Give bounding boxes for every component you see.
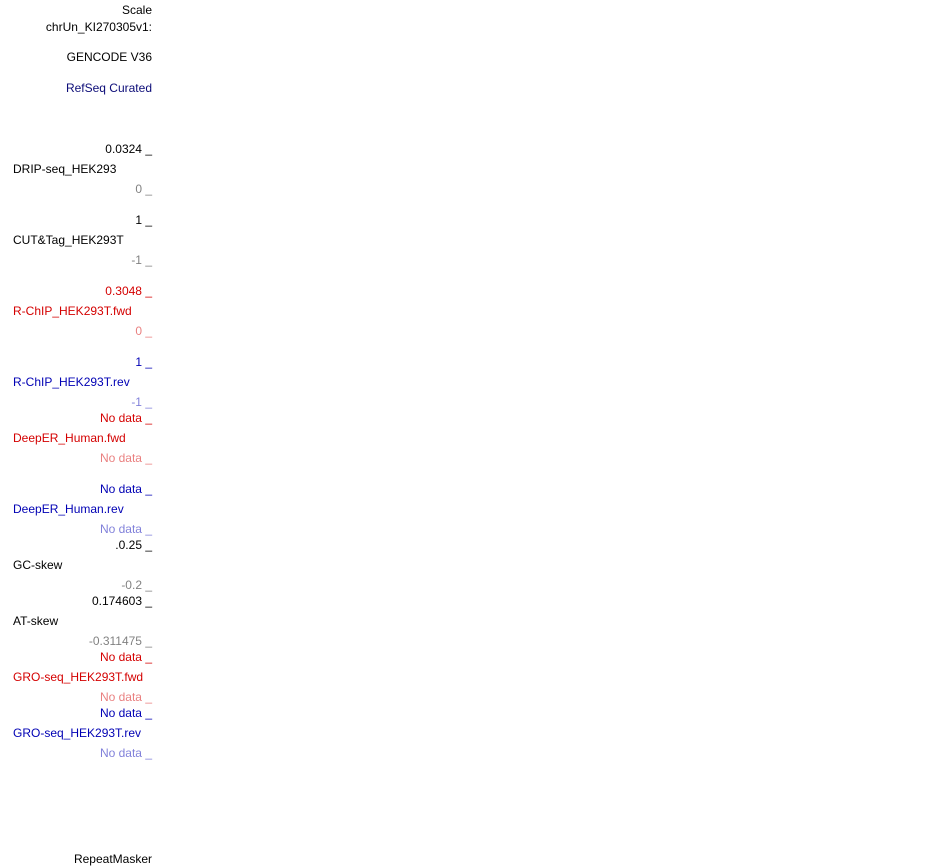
track-label[interactable]: GENCODE V36 <box>66 50 152 64</box>
track-name[interactable]: DRIP-seq_HEK293 <box>13 162 117 176</box>
axis-max-label: No data _ <box>99 411 152 425</box>
axis-min-label: No data _ <box>99 451 152 465</box>
axis-min-label: No data _ <box>99 746 152 760</box>
track-name[interactable]: R-ChIP_HEK293T.fwd <box>13 304 132 318</box>
chrom-label: chrUn_KI270305v1: <box>45 20 152 34</box>
axis-min-label: 0 _ <box>135 324 152 338</box>
track-name[interactable]: CUT&Tag_HEK293T <box>13 233 124 247</box>
axis-max-label: 0.174603 _ <box>91 594 152 608</box>
axis-max-label: 0.3048 _ <box>105 284 152 298</box>
track-name[interactable]: DeepER_Human.rev <box>13 502 124 516</box>
axis-max-label: 1 _ <box>135 355 152 369</box>
axis-max-label: No data _ <box>99 650 152 664</box>
track-name[interactable]: GRO-seq_HEK293T.fwd <box>13 670 144 684</box>
track-name[interactable]: GC-skew <box>13 558 63 572</box>
track-name[interactable]: AT-skew <box>13 614 59 628</box>
axis-max-label: 1 _ <box>135 213 152 227</box>
track-label[interactable]: RepeatMasker <box>73 852 152 866</box>
axis-min-label: No data _ <box>99 690 152 704</box>
track-name[interactable]: DeepER_Human.fwd <box>13 431 126 445</box>
axis-min-label: 0 _ <box>135 182 152 196</box>
track-name[interactable]: GRO-seq_HEK293T.rev <box>13 726 142 740</box>
axis-min-label: -0.311475 _ <box>88 634 152 648</box>
axis-min-label: -0.2 _ <box>121 578 152 592</box>
axis-max-label: .0.25 _ <box>115 538 152 552</box>
track-label[interactable]: RefSeq Curated <box>65 81 152 95</box>
axis-min-label: -1 _ <box>131 253 152 267</box>
axis-min-label: No data _ <box>99 522 152 536</box>
axis-max-label: 0.0324 _ <box>105 142 152 156</box>
axis-max-label: No data _ <box>99 706 152 720</box>
axis-min-label: -1 _ <box>131 395 152 409</box>
track-name[interactable]: R-ChIP_HEK293T.rev <box>13 375 130 389</box>
axis-max-label: No data _ <box>99 482 152 496</box>
scale-label: Scale <box>121 3 152 17</box>
